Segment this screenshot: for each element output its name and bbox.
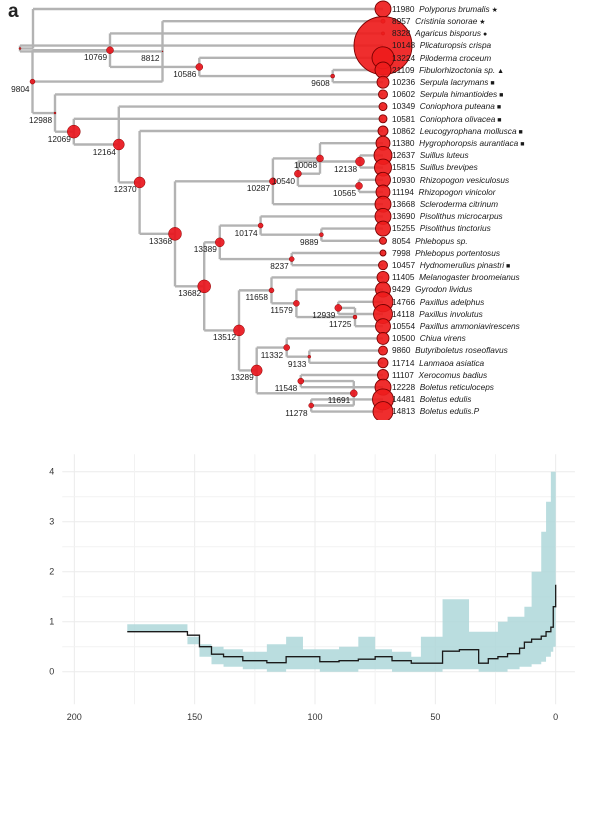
- svg-text:50: 50: [430, 712, 440, 722]
- svg-text:0: 0: [49, 667, 54, 677]
- svg-text:1: 1: [49, 617, 54, 627]
- svg-text:200: 200: [67, 712, 82, 722]
- svg-text:4: 4: [49, 467, 54, 477]
- svg-text:150: 150: [187, 712, 202, 722]
- svg-text:100: 100: [307, 712, 322, 722]
- svg-text:2: 2: [49, 567, 54, 577]
- svg-text:3: 3: [49, 517, 54, 527]
- svg-text:0: 0: [553, 712, 558, 722]
